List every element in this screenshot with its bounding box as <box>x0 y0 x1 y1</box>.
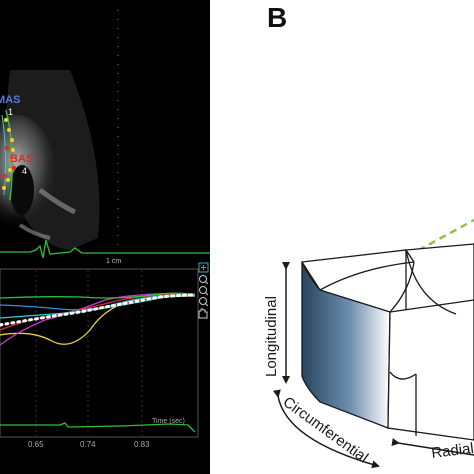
bas-index: 4 <box>22 166 27 176</box>
tracking-contour-green <box>5 109 13 201</box>
time-tick-3: 0.83 <box>134 440 150 449</box>
echo-panel: MAS 1 BAS 4 1 cm Time (sec) 0.65 0.74 0.… <box>0 0 210 474</box>
ecg-trace-top <box>0 239 210 259</box>
strain-curve-red <box>0 293 196 331</box>
time-axis-label: Time (sec) <box>152 418 185 425</box>
time-tick-2: 0.74 <box>80 440 96 449</box>
plus-icon[interactable] <box>198 262 209 273</box>
panel-letter-b: B <box>267 2 288 33</box>
zoom-fit-icon[interactable] <box>199 297 209 307</box>
radial-arrow <box>391 438 474 456</box>
time-tick-1: 0.65 <box>28 440 44 449</box>
scale-label: 1 cm <box>106 258 121 265</box>
tissue-streak-2 <box>18 223 51 240</box>
strain-diagram-panel: B Longitudinal Circum <box>210 0 474 474</box>
tracking-points <box>2 118 15 190</box>
radial-label: Radial <box>430 440 474 462</box>
hand-pan-icon[interactable] <box>198 308 208 319</box>
mas-index: 1 <box>8 107 13 117</box>
strain-curve-white-dotted <box>0 293 197 327</box>
echo-figure: MAS 1 BAS 4 1 cm Time (sec) 0.65 0.74 0.… <box>0 10 210 449</box>
strain-graph-frame <box>0 268 199 438</box>
zoom-out-icon[interactable] <box>199 286 209 296</box>
segment-edge-mid <box>389 299 474 313</box>
segment-inner-curve <box>405 249 457 315</box>
strain-curve-magenta <box>0 292 196 346</box>
tracking-points-red <box>1 145 17 179</box>
strain-directions-diagram: Longitudinal Circumferential Radial <box>263 218 474 469</box>
cavity-echo <box>10 165 34 215</box>
segment-inner-curve-low <box>389 371 417 380</box>
segment-curved-wall <box>301 261 391 429</box>
circumferential-arrow <box>272 389 380 469</box>
ecg-trace-bottom <box>0 422 196 433</box>
bas-label: BAS <box>10 153 33 165</box>
graph-gridlines <box>35 270 143 436</box>
tissue-streak <box>38 187 77 215</box>
segment-top-face <box>300 249 416 291</box>
longitudinal-label: Longitudinal <box>263 296 280 377</box>
segment-right-block <box>387 243 474 441</box>
strain-curve-green <box>0 292 196 299</box>
zoom-in-icon[interactable] <box>199 275 209 285</box>
mas-label: MAS <box>0 94 20 106</box>
